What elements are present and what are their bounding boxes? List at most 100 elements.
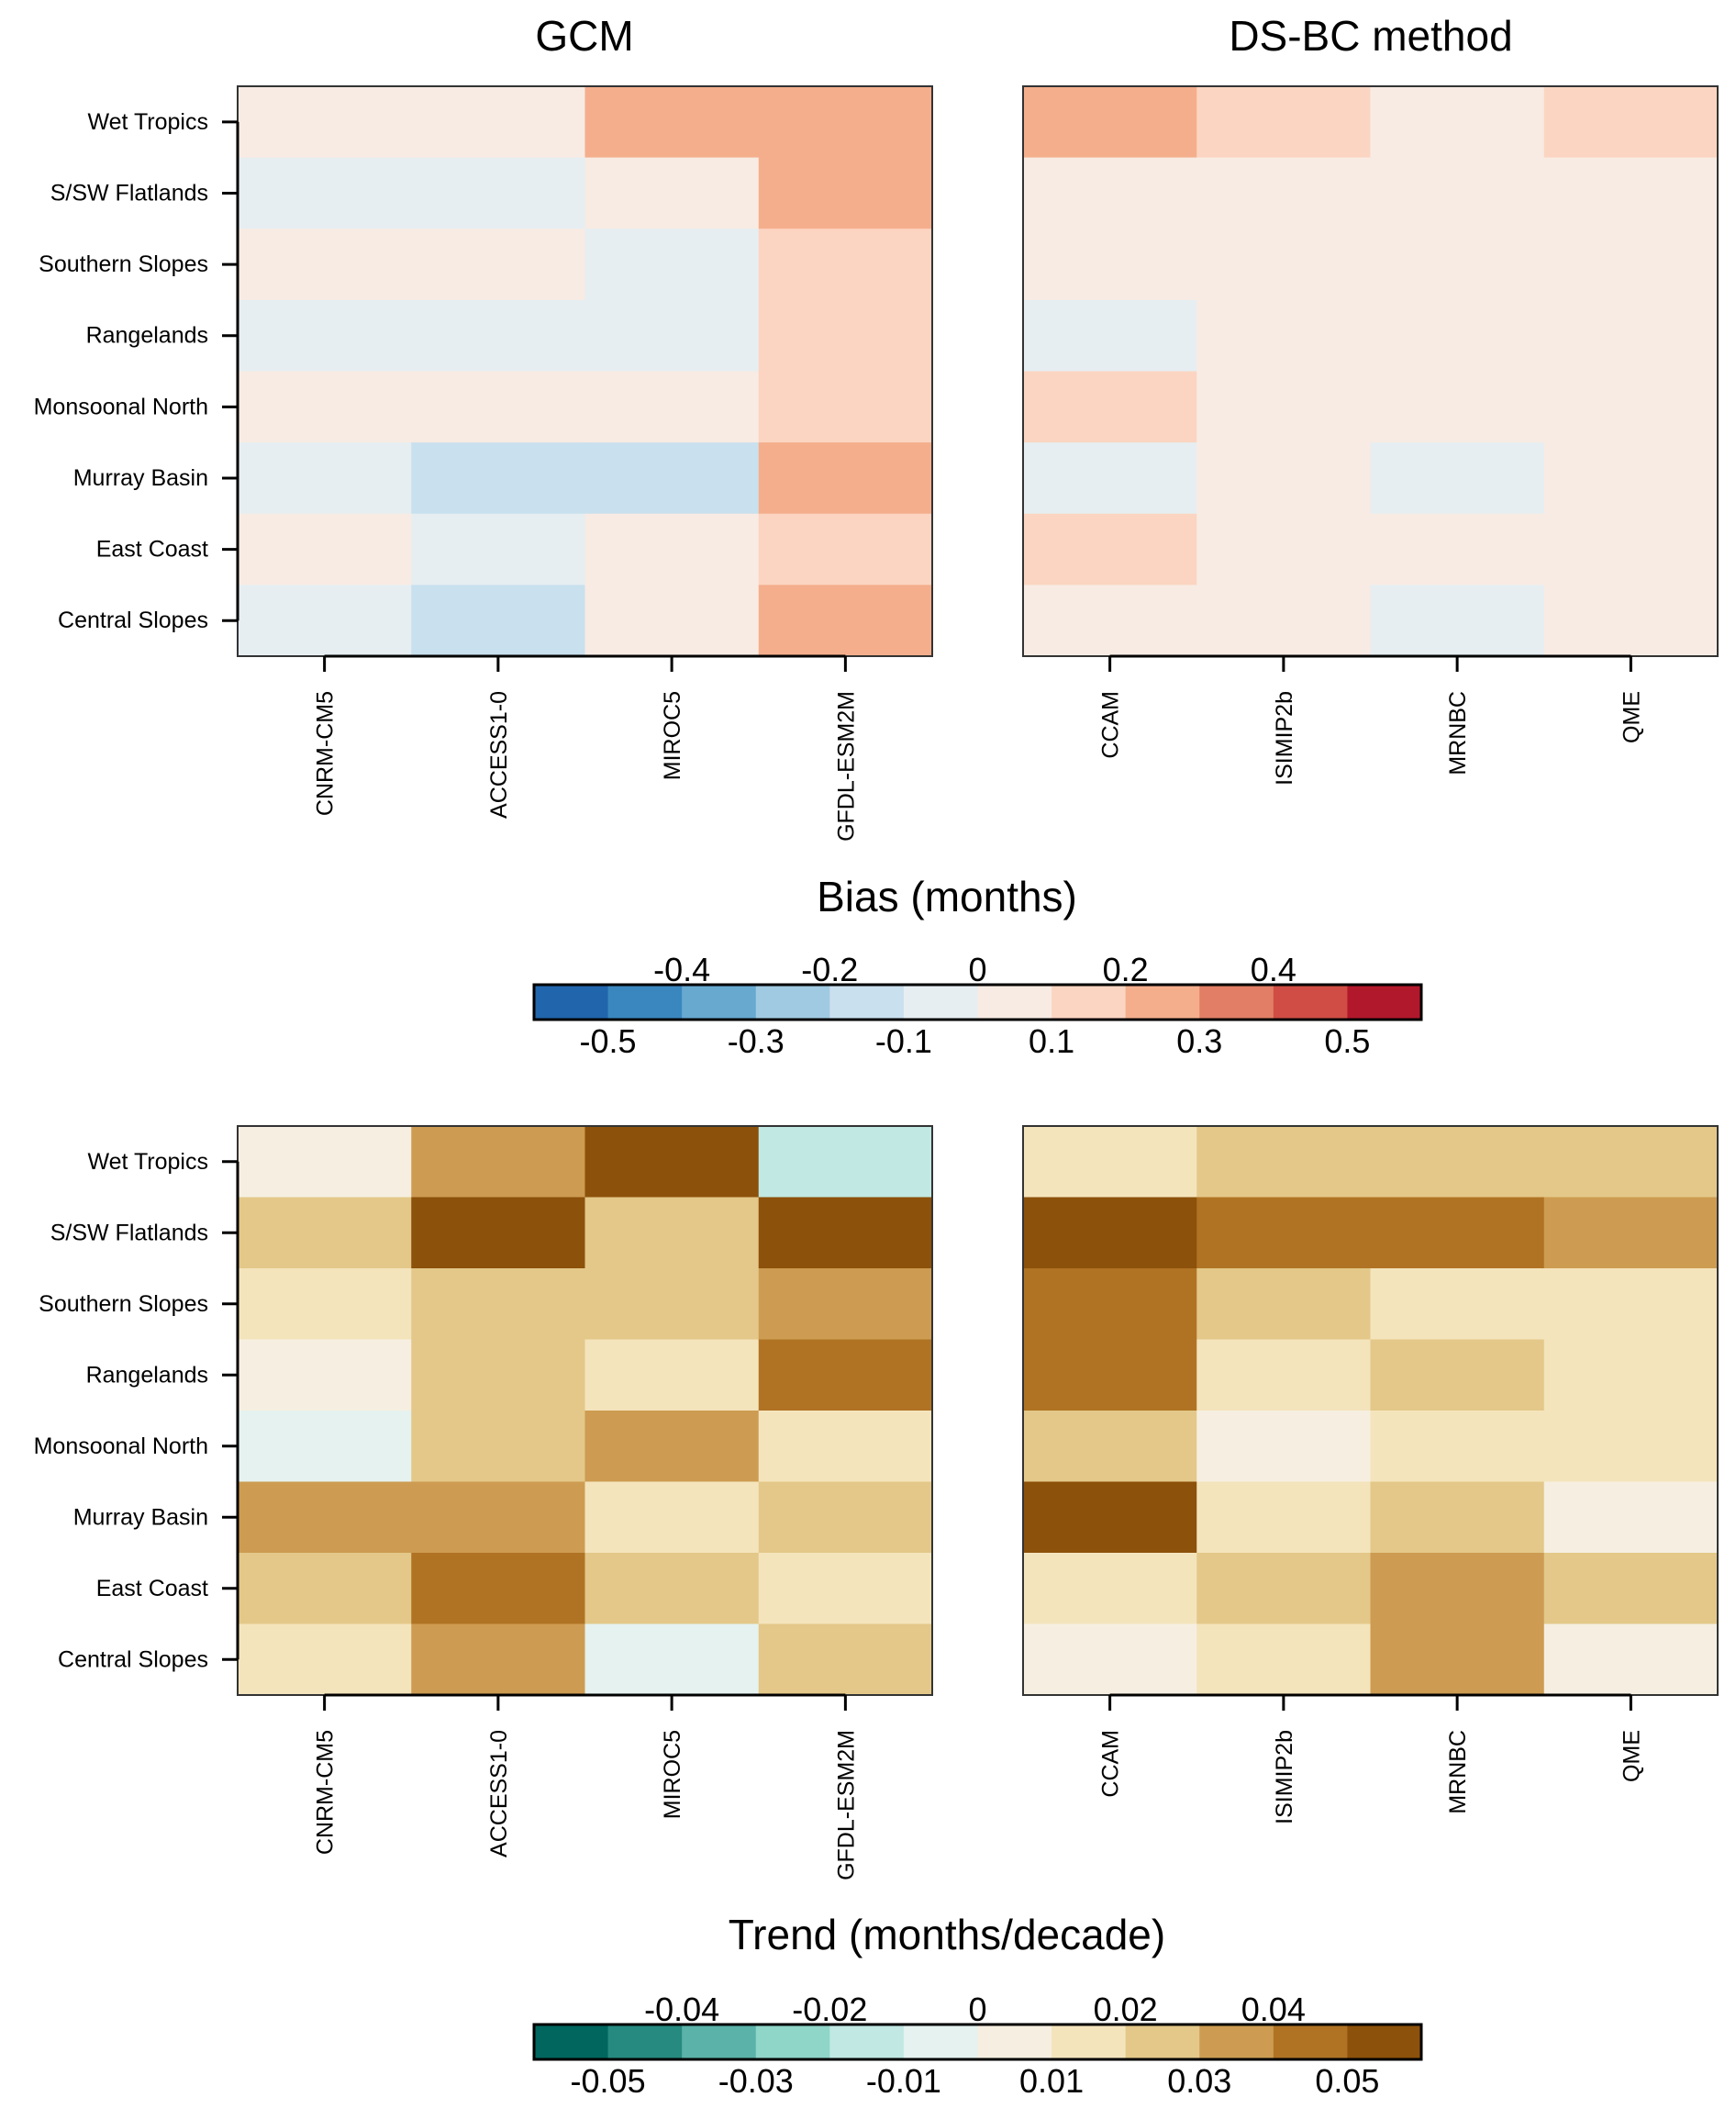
heatmap-cell xyxy=(1196,585,1371,657)
heatmap-cell xyxy=(1543,229,1719,301)
x-tick-label: CNRM-CM5 xyxy=(313,691,339,816)
heatmap-cell xyxy=(1370,442,1545,515)
heatmap-cell xyxy=(1023,157,1197,229)
heatmap-cell xyxy=(1196,1623,1371,1696)
heatmap-cell xyxy=(1543,585,1719,657)
heatmap-cell xyxy=(758,299,933,372)
y-tick-label: Southern Slopes xyxy=(39,251,208,277)
colorbar-bottom-label: 0.5 xyxy=(1324,1022,1370,1060)
heatmap-cell xyxy=(1370,1553,1545,1624)
heatmap-cell xyxy=(1023,299,1197,372)
heatmap-cell xyxy=(1196,86,1371,159)
heatmap-cell xyxy=(1543,1623,1719,1696)
heatmap-trend-gcm: Wet Tropics S/SW Flatlands Southern Slopes… xyxy=(34,1125,933,1880)
y-tick-label: S/SW Flatlands xyxy=(50,1220,208,1245)
heatmap-cell xyxy=(1543,1339,1719,1411)
heatmap-cell xyxy=(1023,1411,1197,1482)
x-tick-label: MIROC5 xyxy=(660,1730,685,1819)
heatmap-cell xyxy=(1196,371,1371,443)
y-tick-label: Monsoonal North xyxy=(34,394,208,419)
heatmap-cell xyxy=(238,1553,412,1624)
trend-colorbar-title: Trend (months/decade) xyxy=(729,1911,1165,1958)
heatmap-cell xyxy=(238,1268,412,1340)
heatmap-cell xyxy=(758,1339,933,1411)
x-tick-label: GFDL-ESM2M xyxy=(833,691,859,842)
x-tick-label: GFDL-ESM2M xyxy=(833,1730,859,1880)
heatmap-cell xyxy=(411,1339,585,1411)
heatmap-cell xyxy=(758,585,933,657)
heatmap-cell xyxy=(758,1411,933,1482)
x-tick-label: QME xyxy=(1619,1730,1644,1782)
y-tick-label: Southern Slopes xyxy=(39,1291,208,1317)
heatmap-cell xyxy=(758,229,933,301)
heatmap-cell xyxy=(411,371,585,443)
heatmap-cell xyxy=(411,157,585,229)
heatmap-cell xyxy=(1543,157,1719,229)
colorbar-top-label: -0.2 xyxy=(801,951,858,988)
colorbar-swatch xyxy=(607,985,683,1020)
y-tick-label: Murray Basin xyxy=(73,1504,208,1530)
heatmap-cell xyxy=(584,1553,760,1624)
heatmap-cell xyxy=(411,299,585,372)
heatmap-cell xyxy=(1023,1126,1197,1198)
colorbar-swatch xyxy=(1125,2024,1200,2059)
heatmap-cell xyxy=(1370,1481,1545,1554)
heatmap-cell xyxy=(411,513,585,586)
heatmap-trend-dsbc: CCAM ISIMIP2b MRNBC QME xyxy=(1022,1125,1719,1824)
heatmap-cell xyxy=(584,1623,760,1696)
colorbar-bottom-label: -0.01 xyxy=(866,2062,941,2100)
heatmap-cell xyxy=(584,157,760,229)
heatmap-cell xyxy=(1543,1553,1719,1624)
heatmap-cell xyxy=(238,157,412,229)
heatmap-cell xyxy=(758,442,933,515)
x-tick-label: ACCESS1-0 xyxy=(486,1730,512,1857)
colorbar-bottom-label: -0.03 xyxy=(718,2062,794,2100)
heatmap-cell xyxy=(411,1197,585,1269)
colorbar-swatch xyxy=(682,2024,757,2059)
heatmap-cell xyxy=(238,1339,412,1411)
heatmap-cell xyxy=(584,1411,760,1482)
colorbar-swatch xyxy=(1052,2024,1127,2059)
heatmap-cell xyxy=(1196,442,1371,515)
x-tick-label: MRNBC xyxy=(1445,691,1471,775)
heatmap-cell xyxy=(1023,1481,1197,1554)
y-tick-label: East Coast xyxy=(96,537,208,563)
heatmap-cell xyxy=(584,1268,760,1340)
heatmap-cell xyxy=(411,1623,585,1696)
y-tick-label: East Coast xyxy=(96,1576,208,1601)
heatmap-cell xyxy=(411,1481,585,1554)
colorbar-frame xyxy=(532,983,1423,1021)
colorbar-top-label: -0.02 xyxy=(792,1991,867,2028)
heatmap-cell xyxy=(1370,229,1545,301)
heatmap-cell xyxy=(758,1481,933,1554)
heatmap-cell xyxy=(411,442,585,515)
heatmap-cell xyxy=(584,442,760,515)
colorbar-bottom-label: 0.01 xyxy=(1019,2062,1084,2100)
colorbar-swatch xyxy=(1052,985,1127,1020)
bias-colorbar-title: Bias (months) xyxy=(817,873,1077,920)
heatmap-cell xyxy=(584,585,760,657)
heatmap-cell xyxy=(238,1623,412,1696)
colorbar-bottom-label: 0.3 xyxy=(1176,1022,1222,1060)
heatmap-cell xyxy=(1023,1339,1197,1411)
colorbar-swatch xyxy=(534,2024,609,2059)
heatmap-cell xyxy=(1543,299,1719,372)
heatmap-cell xyxy=(584,229,760,301)
colorbar-top-label: 0.02 xyxy=(1094,1991,1158,2028)
heatmap-cell xyxy=(584,86,760,159)
heatmap-cell xyxy=(1543,1197,1719,1269)
heatmap-cell xyxy=(238,1481,412,1554)
colorbar-top-label: -0.4 xyxy=(653,951,710,988)
colorbar-top-label: 0.4 xyxy=(1251,951,1296,988)
heatmap-cell xyxy=(411,229,585,301)
heatmap-cell xyxy=(1543,371,1719,443)
heatmap-cell xyxy=(1023,1553,1197,1624)
y-tick-label: Central Slopes xyxy=(58,608,208,633)
heatmap-cell xyxy=(1370,1623,1545,1696)
colorbar-bottom-label: -0.3 xyxy=(728,1022,785,1060)
y-tick-label: Murray Basin xyxy=(73,465,208,491)
colorbar-frame xyxy=(532,2023,1423,2061)
y-tick-label: Monsoonal North xyxy=(34,1433,208,1459)
heatmap-cell xyxy=(1196,1481,1371,1554)
heatmap-cell xyxy=(1370,513,1545,586)
